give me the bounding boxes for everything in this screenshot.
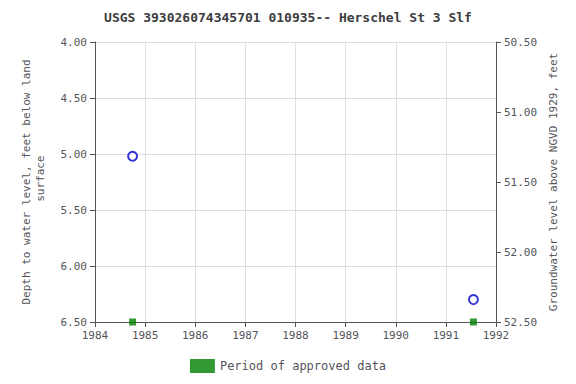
svg-text:4.00: 4.00: [61, 36, 88, 49]
svg-text:Period of approved data: Period of approved data: [220, 359, 386, 373]
svg-text:1989: 1989: [332, 329, 359, 342]
svg-text:1988: 1988: [282, 329, 309, 342]
svg-text:6.00: 6.00: [61, 260, 88, 273]
svg-text:5.00: 5.00: [61, 148, 88, 161]
svg-text:Groundwater level above NGVD 1: Groundwater level above NGVD 1929, feet: [547, 53, 560, 311]
svg-text:1990: 1990: [383, 329, 410, 342]
svg-text:Depth to water level, feet bel: Depth to water level, feet below land: [20, 59, 33, 304]
svg-text:51.50: 51.50: [504, 176, 537, 189]
svg-text:50.50: 50.50: [504, 36, 537, 49]
svg-text:52.50: 52.50: [504, 316, 537, 329]
svg-text:6.50: 6.50: [61, 316, 88, 329]
svg-text:1986: 1986: [182, 329, 209, 342]
svg-text:1984: 1984: [82, 329, 109, 342]
svg-text:1987: 1987: [232, 329, 259, 342]
svg-text:surface: surface: [34, 156, 47, 209]
svg-text:5.50: 5.50: [61, 204, 88, 217]
svg-text:52.00: 52.00: [504, 246, 537, 259]
svg-text:1992: 1992: [483, 329, 510, 342]
svg-text:51.00: 51.00: [504, 106, 537, 119]
svg-text:USGS 393026074345701 010935--: USGS 393026074345701 010935-- Herschel S…: [104, 10, 472, 25]
svg-text:1991: 1991: [433, 329, 460, 342]
svg-text:1985: 1985: [132, 329, 159, 342]
svg-text:4.50: 4.50: [61, 92, 88, 105]
